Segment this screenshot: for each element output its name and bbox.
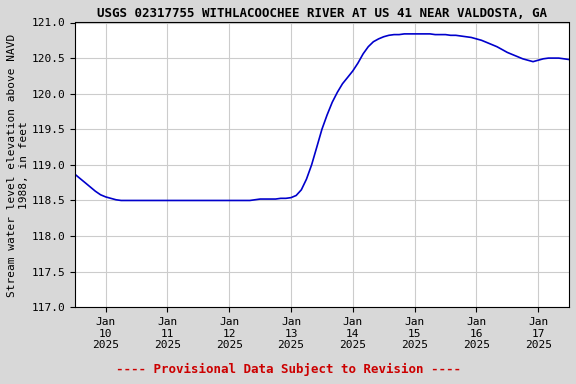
Title: USGS 02317755 WITHLACOOCHEE RIVER AT US 41 NEAR VALDOSTA, GA: USGS 02317755 WITHLACOOCHEE RIVER AT US … (97, 7, 547, 20)
Text: ---- Provisional Data Subject to Revision ----: ---- Provisional Data Subject to Revisio… (116, 363, 460, 376)
Y-axis label: Stream water level elevation above NAVD
1988, in feet: Stream water level elevation above NAVD … (7, 33, 29, 296)
